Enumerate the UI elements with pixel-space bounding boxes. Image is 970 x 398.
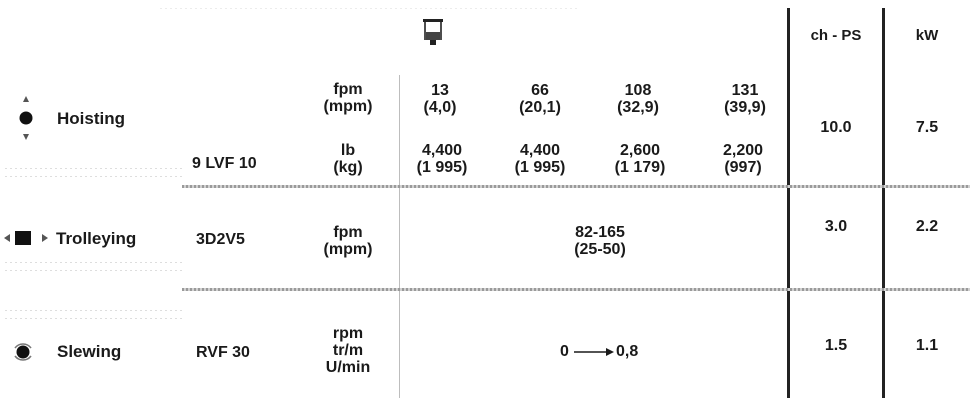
- power-column-divider-right: [882, 8, 885, 398]
- speed-range-trolleying: 82-165 (25-50): [574, 224, 626, 258]
- kw-slewing: 1.1: [915, 337, 939, 354]
- model-hoisting: 9 LVF 10: [192, 155, 257, 172]
- row-label-trolleying: Trolleying: [56, 229, 137, 248]
- load-cell: 2,200 (997): [722, 142, 764, 176]
- ch-ps-slewing: 1.5: [824, 337, 848, 354]
- kw-hoisting: 7.5: [915, 119, 939, 136]
- ch-ps-hoisting: 10.0: [820, 119, 852, 136]
- model-trolleying: 3D2V5: [196, 231, 245, 248]
- kw-trolleying: 2.2: [915, 218, 939, 235]
- trolleying-arrows-icon: [4, 230, 50, 251]
- slewing-rotation-icon: [11, 340, 35, 369]
- header-kw: kW: [915, 27, 939, 44]
- load-cell: 2,600 (1 179): [614, 142, 666, 176]
- unit-slewing: rpm tr/m U/min: [325, 325, 371, 376]
- load-cell: 4,400 (1 995): [416, 142, 468, 176]
- unit-speed-hoisting: fpm (mpm): [323, 81, 373, 115]
- speed-cell: 131 (39,9): [724, 82, 766, 116]
- arrow-right-icon: [574, 345, 614, 363]
- slewing-speed-to: 0,8: [616, 343, 639, 360]
- power-column-divider-left: [787, 8, 790, 398]
- unit-column-divider: [399, 75, 400, 398]
- load-cell: 4,400 (1 995): [514, 142, 566, 176]
- row-label-hoisting: Hoisting: [57, 109, 125, 128]
- header-ch-ps: ch - PS: [810, 27, 862, 44]
- hoisting-arrows-icon: [17, 96, 35, 145]
- row-label-slewing: Slewing: [57, 342, 122, 361]
- speed-cell: 13 (4,0): [423, 82, 457, 116]
- unit-load-hoisting: lb (kg): [333, 142, 363, 176]
- crane-hook-icon: [422, 18, 444, 51]
- speed-cell: 66 (20,1): [519, 82, 561, 116]
- model-slewing: RVF 30: [196, 344, 250, 361]
- row-separator-2: [182, 288, 970, 291]
- ch-ps-trolleying: 3.0: [824, 218, 848, 235]
- unit-trolleying: fpm (mpm): [323, 224, 373, 258]
- slewing-speed-from: 0: [560, 343, 569, 360]
- row-separator-1: [182, 185, 970, 188]
- speed-cell: 108 (32,9): [617, 82, 659, 116]
